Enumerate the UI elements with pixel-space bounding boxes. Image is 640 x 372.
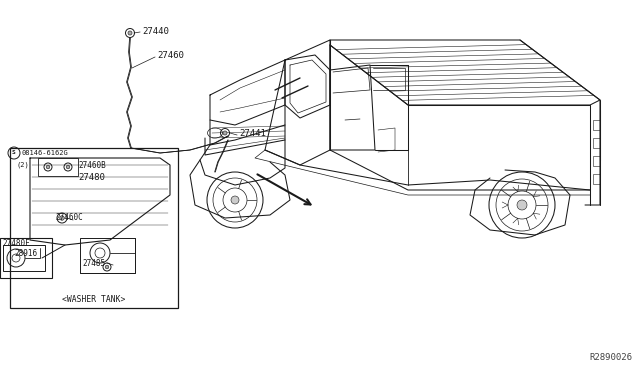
Circle shape [60,216,64,220]
Bar [80,238,135,273]
Circle shape [105,265,109,269]
Circle shape [517,200,527,210]
Text: S: S [12,151,16,155]
Text: 27460: 27460 [157,51,184,61]
Text: 27480F: 27480F [2,238,29,247]
Circle shape [231,196,239,204]
Bar [3,245,45,271]
Bar [38,158,78,176]
Bar [593,138,600,148]
Text: 28916: 28916 [14,248,37,257]
Circle shape [223,131,227,135]
Bar [0,238,52,278]
Text: 27440: 27440 [142,28,169,36]
Bar [593,120,600,130]
Text: (2): (2) [16,162,29,168]
Text: 27441: 27441 [239,129,266,138]
Text: 27460B: 27460B [78,160,106,170]
Bar [593,174,600,184]
Circle shape [66,165,70,169]
Text: 08146-6162G: 08146-6162G [22,150,68,156]
Text: R2890026: R2890026 [589,353,632,362]
Circle shape [128,31,132,35]
Text: 27485: 27485 [82,260,105,269]
Text: <WASHER TANK>: <WASHER TANK> [62,295,125,305]
Bar [593,156,600,166]
Text: 27480: 27480 [78,173,105,183]
Text: 27460C: 27460C [55,214,83,222]
Bar [10,148,178,308]
Circle shape [46,165,50,169]
